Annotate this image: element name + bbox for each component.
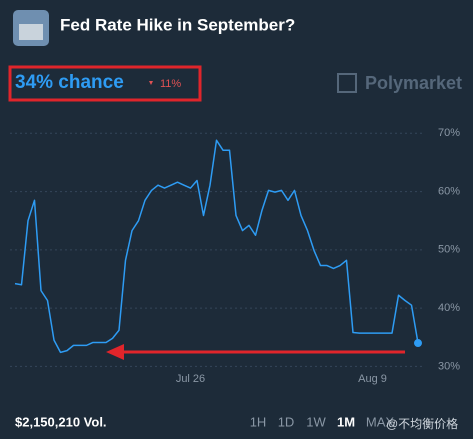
change: 11% [160,78,181,90]
range-buttons: 1H 1D 1W 1M MAX [250,414,395,429]
y-tick-label: 30% [438,360,460,372]
annotation-arrowhead [106,344,124,360]
title: Fed Rate Hike in September? [60,15,295,34]
x-tick-label: Aug 9 [358,373,387,385]
range-button[interactable]: 1M [337,414,355,429]
x-tick-label: Jul 26 [176,373,205,385]
range-button[interactable]: 1D [278,414,295,429]
y-tick-label: 50% [438,244,460,256]
chance: 34% chance [15,72,124,93]
market-icon-building [19,24,43,40]
y-tick-label: 60% [438,185,460,197]
volume: $2,150,210 Vol. [15,414,107,429]
range-button[interactable]: MAX [366,414,395,429]
price-line [14,139,419,354]
down-arrow [149,81,153,85]
highlight-box [8,65,202,102]
plot: 30% 40% 50% 60% 70% Jul 26 Aug 9 [10,127,460,385]
brand-logo [337,73,357,93]
y-tick-label: 70% [438,127,460,139]
range-button[interactable]: 1H [250,414,267,429]
watermark: @不均衡价格 [386,416,458,431]
brand: Polymarket [365,73,462,93]
y-tick-label: 40% [438,302,460,314]
last-point [414,339,422,348]
range-button[interactable]: 1W [306,414,326,429]
